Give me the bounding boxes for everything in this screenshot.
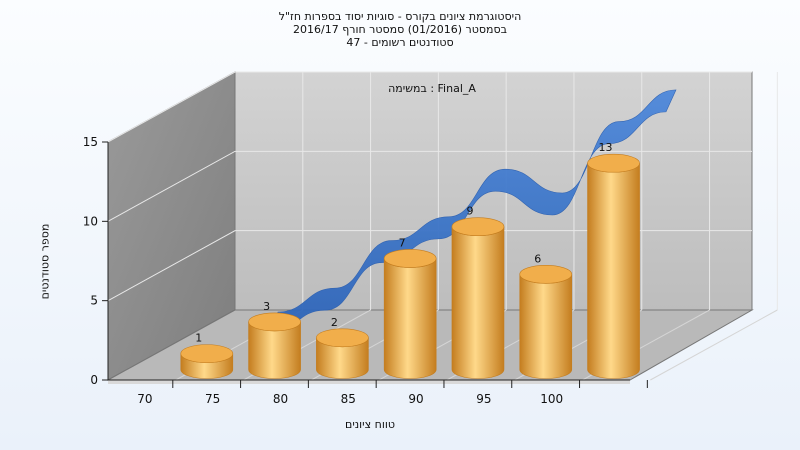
x-tick-label: 85: [341, 392, 356, 406]
bar-top: [383, 249, 437, 268]
bar-85: 7: [383, 236, 437, 379]
bar-75: 3: [248, 300, 301, 379]
bar-body: [519, 274, 573, 379]
y-tick-label: 0: [90, 373, 98, 387]
bar-top: [180, 344, 234, 363]
x-tick-label: 70: [137, 392, 152, 406]
bar-value-label: 3: [263, 300, 270, 313]
chart-title-line-1: היסטוגרמת ציונים בקורס - סוגיות יסוד בספ…: [278, 10, 522, 23]
bar-value-label: 7: [399, 236, 406, 249]
gridline-h: [107, 230, 752, 302]
gridline-h: [107, 150, 752, 222]
gridline-h: [107, 71, 752, 143]
x-tick-label: 95: [476, 392, 491, 406]
bar-90: 9: [451, 205, 505, 379]
bar-95: 6: [519, 252, 573, 379]
bar-100: 13: [587, 141, 640, 379]
y-axis-label: מספר סטודנטים: [38, 223, 52, 300]
x-tick-label: 80: [273, 392, 288, 406]
gridline-floor: [650, 309, 778, 381]
bar-80: 2: [316, 316, 369, 379]
bar-top: [248, 312, 301, 332]
x-tick-label: 100: [540, 392, 563, 406]
bar-top: [519, 264, 573, 284]
x-axis-label: טווח ציונים: [345, 418, 395, 431]
y-tick-label: 5: [90, 294, 98, 308]
chart-annotation: במשימה : Final_A: [388, 82, 476, 95]
y-tick-label: 15: [83, 135, 98, 149]
bar-body: [383, 258, 437, 379]
chart-title-line-3: סטודנטים רשומים - 47: [346, 36, 454, 49]
bar-value-label: 6: [534, 252, 541, 265]
bar-body: [587, 163, 640, 379]
bar-body: [451, 226, 505, 379]
bar-value-label: 9: [466, 205, 473, 218]
bar-top: [451, 217, 505, 236]
bar-value-label: 2: [331, 316, 338, 329]
axes: 0 5 10 15 70 75 80 85 90 95 100: [83, 135, 648, 406]
y-tick-label: 10: [83, 214, 98, 228]
bar-value-label: 1: [195, 332, 202, 345]
gridlines: [107, 71, 778, 381]
bar-top: [316, 328, 369, 348]
bar-70: 1: [180, 332, 234, 379]
x-tick-label: 75: [205, 392, 220, 406]
bar-top: [587, 153, 640, 173]
floor-edge: [108, 380, 630, 384]
bar-value-label: 13: [599, 141, 613, 154]
x-tick-label: 90: [408, 392, 423, 406]
chart-title: היסטוגרמת ציונים בקורס - סוגיות יסוד בספ…: [0, 10, 800, 49]
chart-title-line-2: בסמסטר (01/2016) סמסטר חורף 2016/17: [293, 23, 507, 36]
